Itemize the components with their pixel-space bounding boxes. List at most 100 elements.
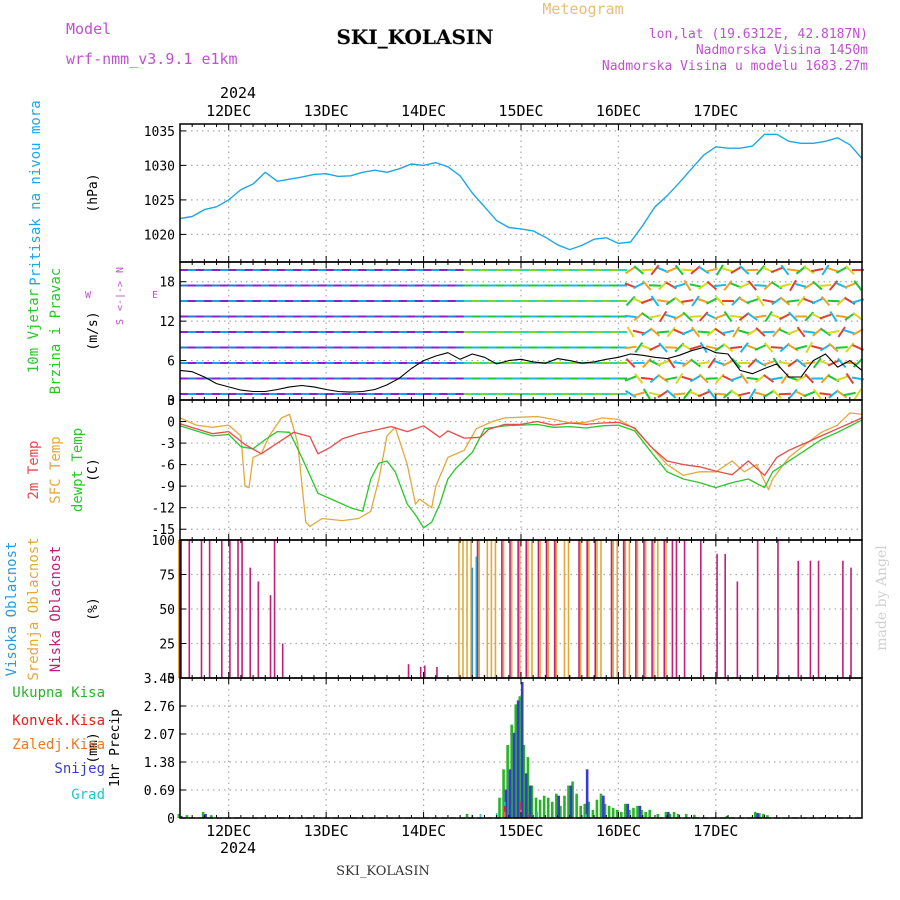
wind-barb — [746, 268, 759, 272]
wind-barb — [843, 329, 856, 335]
y-tick-label: 1035 — [144, 125, 175, 140]
x-tick-label-top: 15DEC — [498, 102, 543, 120]
wind-barb — [681, 328, 694, 336]
wind-barb — [770, 346, 783, 349]
wind-barb — [788, 311, 798, 322]
wind-legend-n: N — [115, 267, 126, 273]
wind-barb — [715, 264, 724, 276]
y-tick-label: -3 — [159, 437, 175, 452]
side-label-wind-1: 10m Vjetar — [26, 289, 42, 373]
wind-barb — [829, 310, 838, 323]
wind-barb — [681, 299, 694, 303]
wind-barb — [827, 299, 840, 303]
wind-barb — [730, 389, 742, 399]
wind-barb — [714, 327, 726, 337]
wind-barb — [673, 392, 686, 396]
wind-barb — [779, 312, 791, 321]
wind-barb — [723, 280, 733, 291]
wind-barb — [821, 264, 830, 276]
wind-barb — [827, 329, 840, 335]
wind-barb — [624, 314, 637, 319]
y-tick-label: 50 — [159, 603, 175, 618]
wind-barb — [707, 357, 717, 369]
wind-barb — [819, 313, 832, 320]
altitude-label: Nadmorska Visina 1450m — [696, 43, 868, 58]
y-tick-label: 18 — [159, 276, 175, 291]
wind-barb — [673, 296, 685, 306]
x-tick-label-top: 12DEC — [206, 102, 251, 120]
wind-barb — [624, 345, 637, 350]
x-tick-label-bottom: 13DEC — [304, 822, 349, 840]
wind-barb — [730, 314, 743, 319]
wind-barb — [811, 345, 824, 350]
wind-barb — [673, 312, 685, 321]
wind-barb — [682, 388, 692, 400]
wind-barb — [803, 281, 815, 290]
wind-barb — [835, 375, 848, 382]
label-layer: (hPa) (m/s) (C) (%) (mm) 12DEC 12DEC 13DEC 13DEC… — [4, 100, 738, 840]
wind-barb — [770, 376, 783, 381]
wind-barb — [657, 330, 670, 334]
y-tick-label: 2.76 — [144, 700, 175, 715]
x-tick-label-bottom: 16DEC — [596, 822, 641, 840]
wind-barb — [828, 342, 839, 353]
wind-barb — [697, 390, 710, 398]
side-label-wind-2: Brzina i Pravac — [48, 268, 64, 394]
wind-barb — [772, 326, 782, 338]
wind-barb — [820, 295, 831, 307]
wind-barb — [844, 265, 855, 275]
wind-barb — [730, 266, 742, 274]
wind-barb — [754, 391, 767, 397]
wind-barb — [804, 311, 815, 322]
side-label-cloud-1: Visoka Oblacnost — [4, 542, 20, 677]
year-top-label: 2024 — [220, 84, 256, 102]
wind-barb — [650, 264, 660, 276]
wind-barb — [762, 330, 775, 334]
chart-title: SKI_KOLASIN — [336, 25, 493, 49]
wind-barb — [812, 280, 823, 291]
precip-legend-item: Zaledj.Kisa — [12, 737, 105, 753]
wind-barb — [795, 358, 807, 368]
wind-barb — [762, 360, 775, 366]
wind-barb — [650, 295, 660, 307]
wind-barb — [722, 342, 734, 353]
wind-barb — [836, 266, 848, 274]
wind-barb — [811, 267, 824, 273]
wind-barb — [787, 343, 799, 352]
wind-barb — [738, 329, 751, 335]
x-tick-label-bottom: 17DEC — [693, 822, 738, 840]
wind-barb — [771, 296, 783, 306]
wind-barb — [786, 299, 800, 303]
wind-barb — [827, 267, 840, 273]
wind-barb — [689, 283, 702, 288]
wind-barb — [713, 283, 726, 288]
year-bottom-label: 2024 — [220, 839, 256, 857]
precip-legend-item: Snijeg — [54, 761, 105, 777]
wind-barb — [657, 389, 669, 399]
wind-barb — [819, 327, 831, 337]
wind-barb — [690, 358, 702, 368]
side-label-pressure: Pritisak na nivou mora — [28, 100, 44, 285]
wind-barb — [691, 326, 701, 338]
model-name: wrf-nmm_v3.9.1 e1km — [66, 50, 238, 68]
wind-barb — [764, 310, 773, 323]
wind-barb — [763, 374, 775, 383]
wind-barb — [714, 343, 726, 352]
precip-legend-item: Ukupna Kisa — [12, 685, 105, 701]
wind-barb — [689, 374, 702, 383]
wind-barb — [706, 280, 718, 291]
wind-barb — [764, 342, 774, 353]
wind-barb — [852, 358, 863, 368]
pressure-line — [179, 133, 863, 251]
wind-barb — [640, 268, 653, 272]
wind-barb — [715, 295, 725, 307]
wind-barb — [634, 342, 644, 353]
wind-barb — [706, 297, 718, 305]
wind-barb — [731, 357, 741, 369]
y-tick-label: 0 — [167, 812, 175, 827]
wind-barb — [748, 388, 757, 400]
y-axis-label: (C) — [86, 458, 101, 481]
y-tick-label: 1025 — [144, 194, 175, 209]
x-tick-label-bottom: 14DEC — [401, 822, 446, 840]
